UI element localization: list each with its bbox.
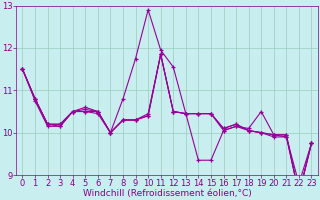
X-axis label: Windchill (Refroidissement éolien,°C): Windchill (Refroidissement éolien,°C): [83, 189, 251, 198]
